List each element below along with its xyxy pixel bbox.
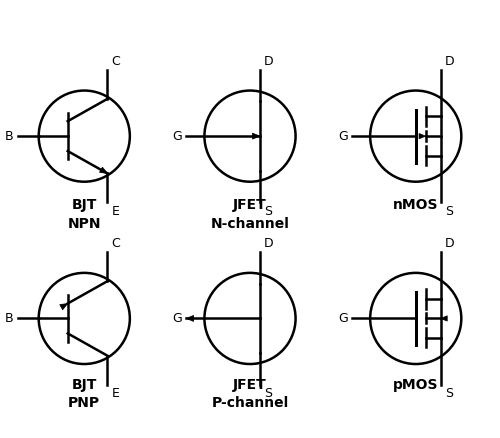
Text: pMOS: pMOS — [393, 378, 438, 392]
Text: nMOS: nMOS — [393, 198, 438, 212]
Text: P-channel: P-channel — [212, 396, 288, 410]
Text: JFET: JFET — [233, 198, 267, 212]
Text: S: S — [444, 205, 452, 218]
Text: G: G — [338, 312, 348, 325]
Text: C: C — [112, 237, 120, 251]
Polygon shape — [100, 167, 108, 173]
Text: B: B — [5, 130, 14, 143]
Polygon shape — [186, 315, 194, 321]
Text: E: E — [112, 205, 120, 218]
Text: C: C — [112, 55, 120, 68]
Text: G: G — [338, 130, 348, 143]
Text: JFET: JFET — [233, 378, 267, 392]
Text: D: D — [444, 55, 454, 68]
Polygon shape — [440, 316, 447, 321]
Text: E: E — [112, 387, 120, 400]
Text: BJT: BJT — [72, 378, 97, 392]
Text: N-channel: N-channel — [210, 216, 290, 230]
Text: G: G — [172, 312, 182, 325]
Text: B: B — [5, 312, 14, 325]
Text: S: S — [264, 387, 272, 400]
Polygon shape — [60, 304, 68, 310]
Text: S: S — [444, 387, 452, 400]
Polygon shape — [252, 133, 260, 139]
Polygon shape — [419, 134, 426, 139]
Text: NPN: NPN — [68, 216, 101, 230]
Text: D: D — [264, 55, 274, 68]
Text: D: D — [264, 237, 274, 251]
Text: BJT: BJT — [72, 198, 97, 212]
Text: D: D — [444, 237, 454, 251]
Text: PNP: PNP — [68, 396, 100, 410]
Text: S: S — [264, 205, 272, 218]
Text: G: G — [172, 130, 182, 143]
